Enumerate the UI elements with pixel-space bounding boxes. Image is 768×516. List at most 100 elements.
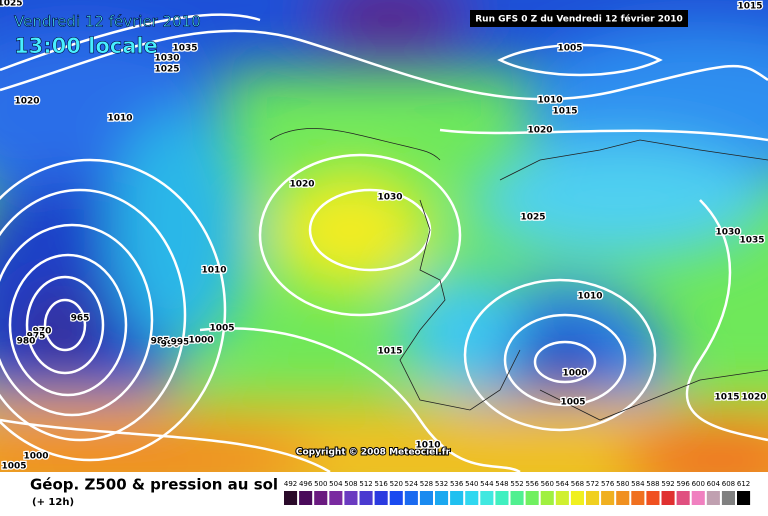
isobar-label: 1005 bbox=[209, 324, 234, 334]
isobar-label: 1020 bbox=[14, 97, 39, 107]
isobar-label: 1005 bbox=[560, 398, 585, 408]
run-info: Run GFS 0 Z du Vendredi 12 février 2010 bbox=[475, 14, 683, 25]
legend-label: 600 bbox=[692, 480, 705, 488]
isobar-label: 1010 bbox=[537, 96, 562, 106]
legend-swatch bbox=[706, 491, 720, 505]
legend-label: 560 bbox=[541, 480, 554, 488]
legend-swatch bbox=[344, 491, 358, 505]
legend-swatch bbox=[450, 491, 464, 505]
legend-label: 568 bbox=[571, 480, 584, 488]
isobar-label: 1020 bbox=[289, 180, 314, 190]
legend-label: 604 bbox=[707, 480, 721, 488]
legend-swatch bbox=[495, 491, 509, 505]
isobar-label: 1015 bbox=[552, 107, 577, 117]
legend-label: 592 bbox=[661, 480, 674, 488]
isobar-label: 1010 bbox=[107, 114, 132, 124]
legend-label: 508 bbox=[344, 480, 357, 488]
legend-swatch bbox=[299, 491, 313, 505]
legend-swatch bbox=[661, 491, 675, 505]
legend-label: 524 bbox=[405, 480, 419, 488]
legend-swatch bbox=[435, 491, 449, 505]
legend-label: 612 bbox=[737, 480, 750, 488]
isobar-label: 1015 bbox=[737, 2, 762, 12]
isobar-label: 1030 bbox=[377, 193, 402, 203]
legend-label: 548 bbox=[495, 480, 508, 488]
isobars bbox=[0, 13, 768, 472]
isobar-label: 975 bbox=[27, 332, 46, 342]
legend-label: 572 bbox=[586, 480, 599, 488]
isobar-label: 1025 bbox=[154, 65, 179, 75]
copyright: Copyright © 2008 Meteociel.fr bbox=[296, 448, 451, 458]
isobar-label: 1000 bbox=[23, 452, 48, 462]
legend-label: 584 bbox=[631, 480, 645, 488]
legend-label: 596 bbox=[676, 480, 690, 488]
legend-swatch bbox=[737, 491, 751, 505]
isobar-label: 1000 bbox=[188, 336, 213, 346]
legend-swatch bbox=[555, 491, 569, 505]
isobar-label: 1020 bbox=[741, 393, 766, 403]
footer-title: Géop. Z500 & pression au sol bbox=[30, 476, 278, 494]
isobar-label: 1030 bbox=[154, 54, 179, 64]
footer-subtitle: (+ 12h) bbox=[32, 497, 74, 508]
isobar-label: 1015 bbox=[377, 347, 402, 357]
legend-label: 504 bbox=[329, 480, 343, 488]
legend-swatch bbox=[419, 491, 433, 505]
isobar-label: 1030 bbox=[715, 228, 740, 238]
legend-swatch bbox=[586, 491, 600, 505]
isobar-label: 1010 bbox=[201, 266, 226, 276]
legend-label: 520 bbox=[390, 480, 403, 488]
isobar-label: 1035 bbox=[739, 236, 764, 246]
run-box bbox=[470, 10, 688, 27]
legend-label: 500 bbox=[314, 480, 327, 488]
legend-label: 564 bbox=[556, 480, 570, 488]
isobar-label: 970 bbox=[33, 327, 52, 337]
legend-swatch bbox=[525, 491, 539, 505]
isobar-label: 1005 bbox=[557, 44, 582, 54]
isobar-label: 985 bbox=[151, 337, 170, 347]
legend-swatch bbox=[480, 491, 494, 505]
legend-label: 544 bbox=[480, 480, 494, 488]
legend-swatch bbox=[329, 491, 343, 505]
legend-label: 580 bbox=[616, 480, 629, 488]
isobar-label: 1025 bbox=[520, 213, 545, 223]
isobar-label: 1015 bbox=[714, 393, 739, 403]
legend-swatch bbox=[465, 491, 479, 505]
legend-swatch bbox=[691, 491, 705, 505]
legend-swatch bbox=[284, 491, 298, 505]
legend-label: 556 bbox=[525, 480, 539, 488]
legend-swatch bbox=[646, 491, 660, 505]
legend-label: 496 bbox=[299, 480, 313, 488]
isobar-label: 980 bbox=[17, 337, 36, 347]
isobar-label: 1010 bbox=[415, 441, 440, 451]
legend-swatch bbox=[404, 491, 418, 505]
header-time: 13:00 locale bbox=[14, 34, 158, 58]
header-date: Vendredi 12 février 2010 bbox=[14, 13, 201, 31]
legend-label: 492 bbox=[284, 480, 297, 488]
legend-label: 512 bbox=[359, 480, 372, 488]
legend-swatch bbox=[570, 491, 584, 505]
legend-swatch bbox=[631, 491, 645, 505]
isobar-label: 1025 bbox=[0, 0, 23, 9]
legend-label: 576 bbox=[601, 480, 615, 488]
legend-swatch bbox=[374, 491, 388, 505]
legend-label: 532 bbox=[435, 480, 448, 488]
legend-swatch bbox=[359, 491, 373, 505]
isobar-label: 1020 bbox=[527, 126, 552, 136]
legend-swatch bbox=[721, 491, 735, 505]
legend-label: 608 bbox=[722, 480, 735, 488]
isobar-label: 990 bbox=[161, 340, 180, 350]
legend-label: 528 bbox=[420, 480, 433, 488]
isobar-label: 1005 bbox=[1, 462, 26, 472]
legend-label: 588 bbox=[646, 480, 659, 488]
legend-swatch bbox=[540, 491, 554, 505]
legend-label: 540 bbox=[465, 480, 478, 488]
legend-label: 552 bbox=[510, 480, 523, 488]
legend-swatch bbox=[314, 491, 328, 505]
isobar-label: 995 bbox=[171, 338, 190, 348]
isobar-label: 1010 bbox=[577, 292, 602, 302]
isobar-label: 965 bbox=[71, 314, 90, 324]
legend-swatch bbox=[676, 491, 690, 505]
